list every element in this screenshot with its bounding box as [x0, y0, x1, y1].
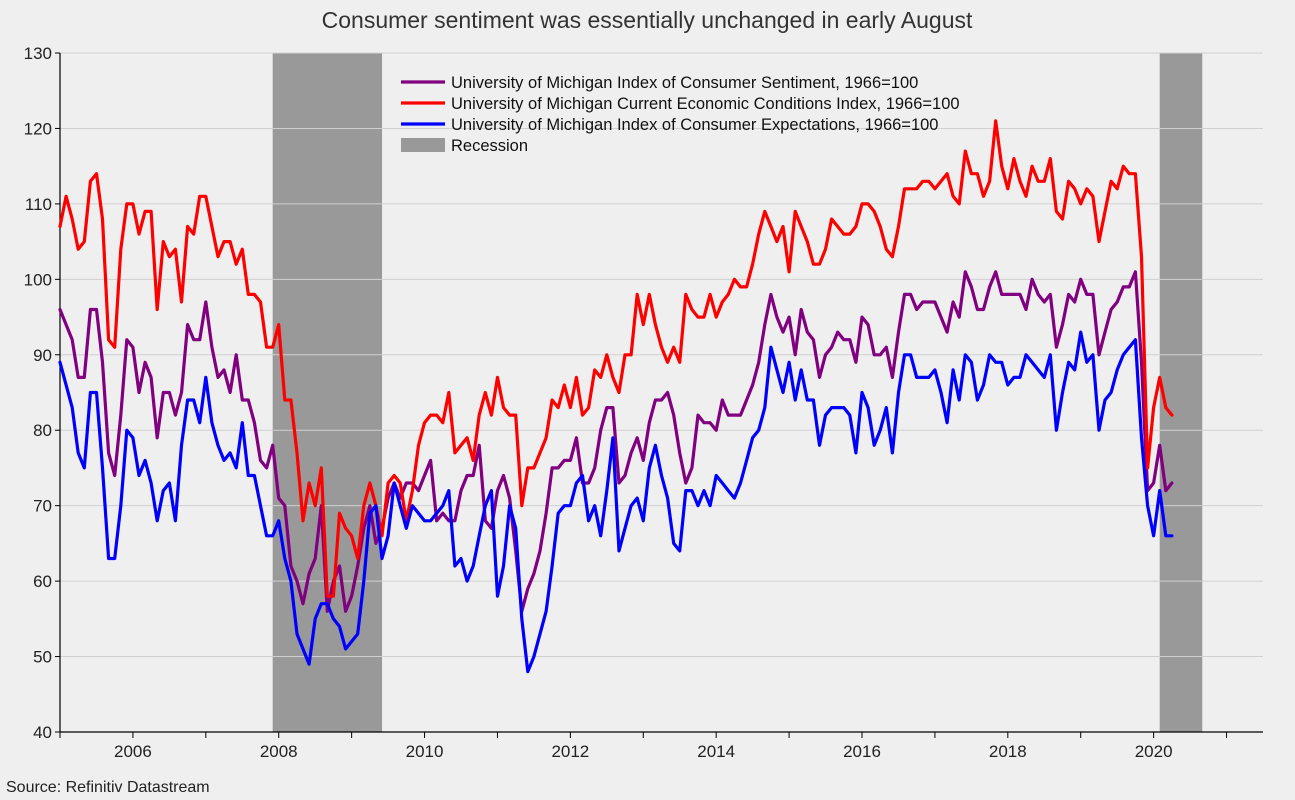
y-tick-label-50: 50 — [33, 648, 52, 667]
legend-label-1: University of Michigan Index of Consumer… — [451, 74, 918, 92]
x-tick-label-2020: 2020 — [1135, 742, 1173, 761]
x-tick-label-2018: 2018 — [989, 742, 1027, 761]
y-tick-label-80: 80 — [33, 421, 52, 440]
recession-band-1 — [272, 53, 383, 732]
x-tick-label-2012: 2012 — [551, 742, 589, 761]
chart-title: Consumer sentiment was essentially uncha… — [322, 7, 973, 33]
x-tick-label-2014: 2014 — [697, 742, 735, 761]
y-tick-label-40: 40 — [33, 723, 52, 742]
legend-swatch-recession — [401, 138, 445, 152]
recession-band-2 — [1159, 53, 1203, 732]
y-tick-label-90: 90 — [33, 346, 52, 365]
x-tick-label-2016: 2016 — [843, 742, 881, 761]
x-tick-label-2006: 2006 — [114, 742, 152, 761]
legend-label-3: University of Michigan Index of Consumer… — [451, 116, 938, 134]
series-line-1 — [58, 270, 1174, 613]
y-tick-label-100: 100 — [24, 270, 52, 289]
y-tick-label-60: 60 — [33, 572, 52, 591]
y-tick-label-130: 130 — [24, 44, 52, 63]
series-line-2 — [58, 119, 1174, 598]
x-tick-label-2010: 2010 — [406, 742, 444, 761]
x-tick-label-2008: 2008 — [260, 742, 298, 761]
y-tick-label-110: 110 — [25, 195, 52, 214]
y-tick-label-70: 70 — [33, 497, 52, 516]
chart-source: Source: Refinitiv Datastream — [6, 779, 210, 796]
series-line-3 — [58, 330, 1174, 674]
legend-label-2: University of Michigan Current Economic … — [451, 95, 960, 113]
legend-label-recession: Recession — [451, 137, 528, 155]
y-tick-label-120: 120 — [24, 119, 52, 138]
